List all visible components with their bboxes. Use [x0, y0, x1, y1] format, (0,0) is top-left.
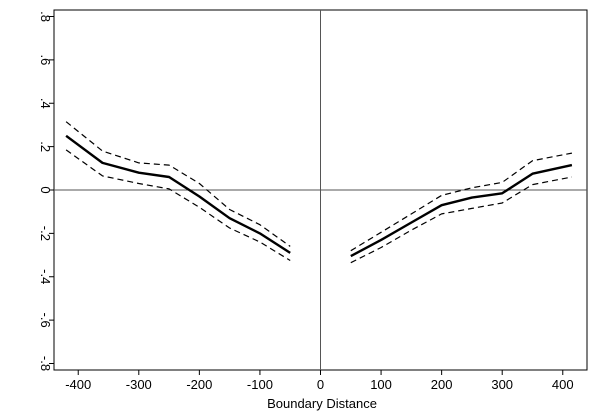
y-tick-label: .4 [38, 98, 53, 109]
x-tick-label: 0 [317, 377, 324, 392]
x-tick-label: 300 [491, 377, 513, 392]
estimate-line-left [65, 134, 291, 254]
confidence-band-line-left [65, 149, 291, 262]
x-tick-label: 200 [431, 377, 453, 392]
x-tick-label: 400 [552, 377, 574, 392]
confidence-band-line-right [350, 152, 573, 252]
y-tick-label: .6 [38, 54, 53, 65]
estimate-line-right [350, 163, 573, 258]
y-tick-label: -.2 [38, 226, 53, 241]
y-tick-label: -.8 [38, 356, 53, 371]
x-tick-label: -200 [186, 377, 212, 392]
y-tick-label: .8 [38, 11, 53, 22]
x-axis-title: Boundary Distance [267, 396, 377, 411]
confidence-band-line-right [350, 176, 573, 264]
confidence-band-line-left [65, 121, 291, 247]
y-tick-label: 0 [38, 186, 53, 193]
y-tick-label: .2 [38, 141, 53, 152]
x-tick-label: -400 [65, 377, 91, 392]
x-tick-label: -300 [126, 377, 152, 392]
x-tick-label: 100 [370, 377, 392, 392]
x-tick-label: -100 [247, 377, 273, 392]
y-tick-label: -.4 [38, 269, 53, 284]
y-tick-label: -.6 [38, 313, 53, 328]
